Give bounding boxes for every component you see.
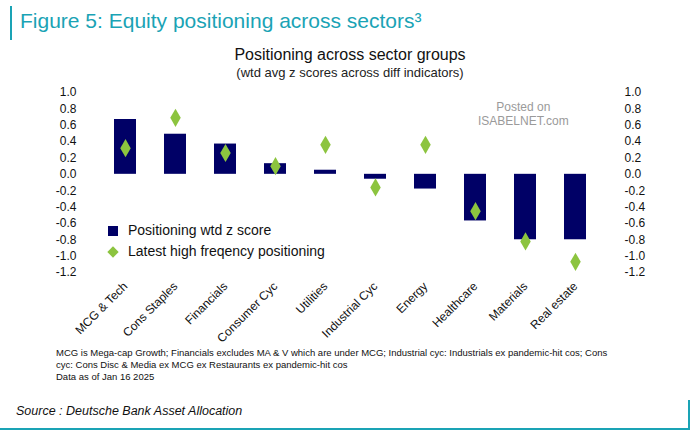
svg-text:-0.6: -0.6 bbox=[625, 216, 646, 230]
svg-text:Utilities: Utilities bbox=[293, 279, 330, 316]
svg-text:MCG & Tech: MCG & Tech bbox=[72, 279, 131, 338]
svg-text:-1.0: -1.0 bbox=[625, 249, 646, 263]
svg-text:-0.2: -0.2 bbox=[625, 184, 646, 198]
svg-text:-0.4: -0.4 bbox=[625, 200, 646, 214]
svg-text:-1.2: -1.2 bbox=[625, 265, 646, 279]
svg-text:0.2: 0.2 bbox=[625, 151, 642, 165]
svg-text:0.0: 0.0 bbox=[625, 167, 642, 181]
svg-text:Consumer Cyc: Consumer Cyc bbox=[214, 279, 280, 342]
svg-text:Cons Staples: Cons Staples bbox=[120, 279, 180, 339]
svg-text:1.0: 1.0 bbox=[60, 85, 77, 99]
svg-text:0.2: 0.2 bbox=[60, 151, 77, 165]
html-text:Source : Deutsche Bank Asset A: Source : Deutsche Bank Asset Allocation bbox=[16, 404, 243, 418]
svg-text:-0.8: -0.8 bbox=[625, 233, 646, 247]
html-text:Posted on: Posted on bbox=[496, 100, 551, 114]
svg-text:0.4: 0.4 bbox=[60, 134, 77, 148]
svg-text:-0.4: -0.4 bbox=[56, 200, 77, 214]
html-text:MCG is Mega-cap Growth; Financ: MCG is Mega-cap Growth; Financials exclu… bbox=[56, 347, 608, 370]
svg-text:1.0: 1.0 bbox=[625, 85, 642, 99]
svg-text:-0.8: -0.8 bbox=[56, 233, 77, 247]
html-text:Positioning across sector grou: Positioning across sector groups bbox=[234, 46, 466, 63]
svg-text:-0.2: -0.2 bbox=[56, 184, 77, 198]
svg-text:0.6: 0.6 bbox=[60, 118, 77, 132]
html-text:ISABELNET.com: ISABELNET.com bbox=[478, 114, 569, 128]
svg-text:0.8: 0.8 bbox=[625, 102, 642, 116]
svg-text:Healthcare: Healthcare bbox=[429, 279, 480, 330]
html-text:Data as of Jan 16 2025: Data as of Jan 16 2025 bbox=[56, 371, 155, 382]
svg-text:Industrial Cyc: Industrial Cyc bbox=[319, 279, 380, 340]
svg-text:-1.0: -1.0 bbox=[56, 249, 77, 263]
svg-text:Materials: Materials bbox=[486, 279, 530, 323]
svg-text:Financials: Financials bbox=[182, 279, 230, 327]
svg-text:0.4: 0.4 bbox=[625, 134, 642, 148]
html-text:Positioning wtd z score: Positioning wtd z score bbox=[128, 222, 272, 238]
html-text:Latest high freqency positioni: Latest high freqency positioning bbox=[128, 243, 325, 259]
svg-text:Energy: Energy bbox=[394, 279, 431, 316]
svg-text:-1.2: -1.2 bbox=[56, 265, 77, 279]
svg-text:Real estate: Real estate bbox=[528, 279, 581, 332]
svg-text:-0.6: -0.6 bbox=[56, 216, 77, 230]
svg-text:0.8: 0.8 bbox=[60, 102, 77, 116]
svg-text:0.0: 0.0 bbox=[60, 167, 77, 181]
svg-text:0.6: 0.6 bbox=[625, 118, 642, 132]
html-text:(wtd avg z scores across diff: (wtd avg z scores across diff indicators… bbox=[236, 65, 464, 80]
html-text:Figure 5: Equity positioning a: Figure 5: Equity positioning across sect… bbox=[20, 9, 422, 32]
